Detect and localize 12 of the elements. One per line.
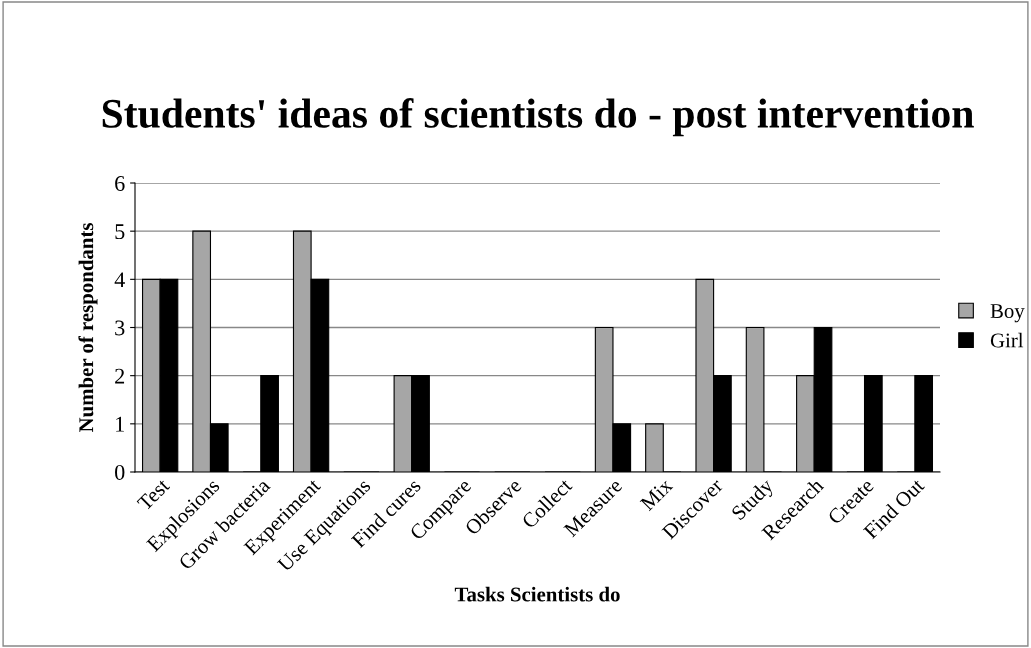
legend-label: Girl xyxy=(990,332,1024,348)
y-tick-label: 6 xyxy=(115,175,125,191)
y-tick-label: 2 xyxy=(115,368,125,384)
y-tick-label: 5 xyxy=(115,224,125,240)
y-tick-label: 3 xyxy=(115,320,125,336)
y-tick-label: 4 xyxy=(114,272,125,288)
legend-label: Boy xyxy=(990,304,1025,323)
y-tick-label: 0 xyxy=(115,464,125,480)
chart-title: Students' ideas of scientists do - post intervention xyxy=(102,98,974,137)
y-axis-title: Number of respondants xyxy=(78,223,98,433)
y-tick-label: 1 xyxy=(116,416,124,432)
x-axis-title: Tasks Scientists do xyxy=(454,586,620,602)
